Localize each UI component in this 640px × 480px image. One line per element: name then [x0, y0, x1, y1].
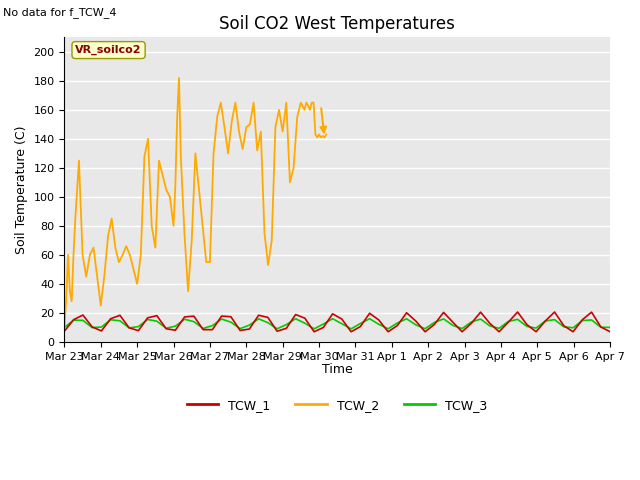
TCW_3 [606, 324, 614, 330]
TCW_3 [199, 325, 207, 331]
TCW_3 [61, 324, 68, 330]
TCW_2 [175, 75, 183, 81]
TCW_2 [323, 132, 330, 137]
TCW_2 [195, 187, 203, 192]
TCW_3 [348, 326, 355, 332]
TCW_1 [153, 313, 161, 319]
X-axis label: Time: Time [322, 363, 353, 376]
Text: No data for f_TCW_4: No data for f_TCW_4 [3, 7, 116, 18]
Y-axis label: Soil Temperature (C): Soil Temperature (C) [15, 125, 28, 254]
Line: TCW_3: TCW_3 [65, 319, 610, 329]
TCW_2 [180, 230, 188, 236]
TCW_3 [153, 318, 161, 324]
TCW_1 [199, 327, 207, 333]
Line: TCW_1: TCW_1 [65, 312, 610, 332]
Legend: TCW_1, TCW_2, TCW_3: TCW_1, TCW_2, TCW_3 [182, 394, 493, 417]
Line: TCW_2: TCW_2 [65, 78, 326, 327]
TCW_3 [421, 326, 429, 332]
TCW_1 [310, 329, 318, 335]
TCW_1 [236, 327, 244, 333]
TCW_1 [412, 318, 420, 324]
TCW_3 [236, 326, 244, 332]
TCW_1 [551, 309, 559, 315]
TCW_2 [275, 107, 283, 113]
TCW_2 [70, 252, 77, 258]
Title: Soil CO2 West Temperatures: Soil CO2 West Temperatures [220, 15, 455, 33]
TCW_1 [218, 313, 225, 319]
TCW_1 [606, 329, 614, 335]
TCW_3 [329, 316, 337, 322]
TCW_1 [246, 326, 253, 332]
TCW_2 [290, 165, 298, 171]
Text: VR_soilco2: VR_soilco2 [76, 45, 142, 55]
TCW_2 [62, 296, 70, 301]
TCW_3 [246, 322, 253, 328]
TCW_2 [61, 324, 68, 330]
TCW_3 [218, 316, 225, 322]
TCW_1 [61, 328, 68, 334]
